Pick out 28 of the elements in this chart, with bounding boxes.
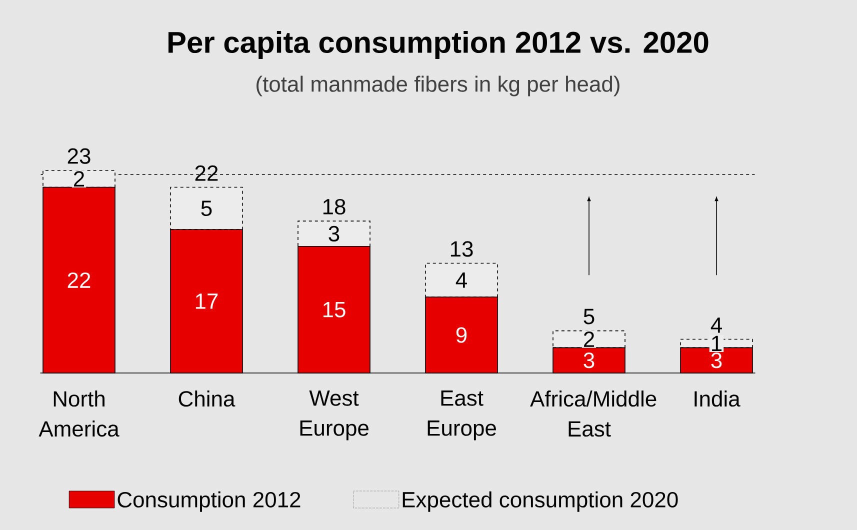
data-label: 9 bbox=[456, 327, 467, 343]
data-label: 22 bbox=[68, 272, 90, 288]
x-tick-label: China bbox=[178, 390, 236, 407]
x-tick-label: East Europe bbox=[428, 390, 496, 440]
chart-subtitle: (total manmade fibers in kg per head) bbox=[256, 76, 620, 96]
x-tick-label: West Europe bbox=[300, 390, 368, 440]
total-label: 13 bbox=[450, 241, 473, 257]
total-label: 5 bbox=[584, 308, 594, 324]
data-label: 2 bbox=[74, 171, 84, 187]
data-label: 5 bbox=[201, 200, 212, 216]
data-label: 3 bbox=[584, 352, 594, 368]
data-label: 17 bbox=[196, 294, 218, 309]
total-label: 18 bbox=[323, 198, 346, 215]
legend-label: Consumption 2012 bbox=[118, 491, 300, 512]
data-label: 3 bbox=[711, 352, 722, 368]
legend-label: Expected consumption 2020 bbox=[402, 491, 678, 512]
data-label: 2 bbox=[584, 332, 594, 347]
total-label: 4 bbox=[710, 318, 722, 333]
data-label: 1 bbox=[712, 336, 722, 352]
data-label: 4 bbox=[456, 272, 467, 288]
total-label: 22 bbox=[195, 165, 218, 181]
chart-title: Per capita consumption 2012 vs. 2020 bbox=[168, 31, 708, 59]
data-label: 3 bbox=[328, 226, 340, 242]
x-tick-label: North America bbox=[38, 390, 120, 437]
x-tick-label: Africa/Middle East bbox=[530, 390, 656, 437]
data-label: 15 bbox=[323, 302, 346, 318]
total-label: 23 bbox=[68, 148, 90, 164]
x-tick-label: India bbox=[694, 390, 740, 407]
